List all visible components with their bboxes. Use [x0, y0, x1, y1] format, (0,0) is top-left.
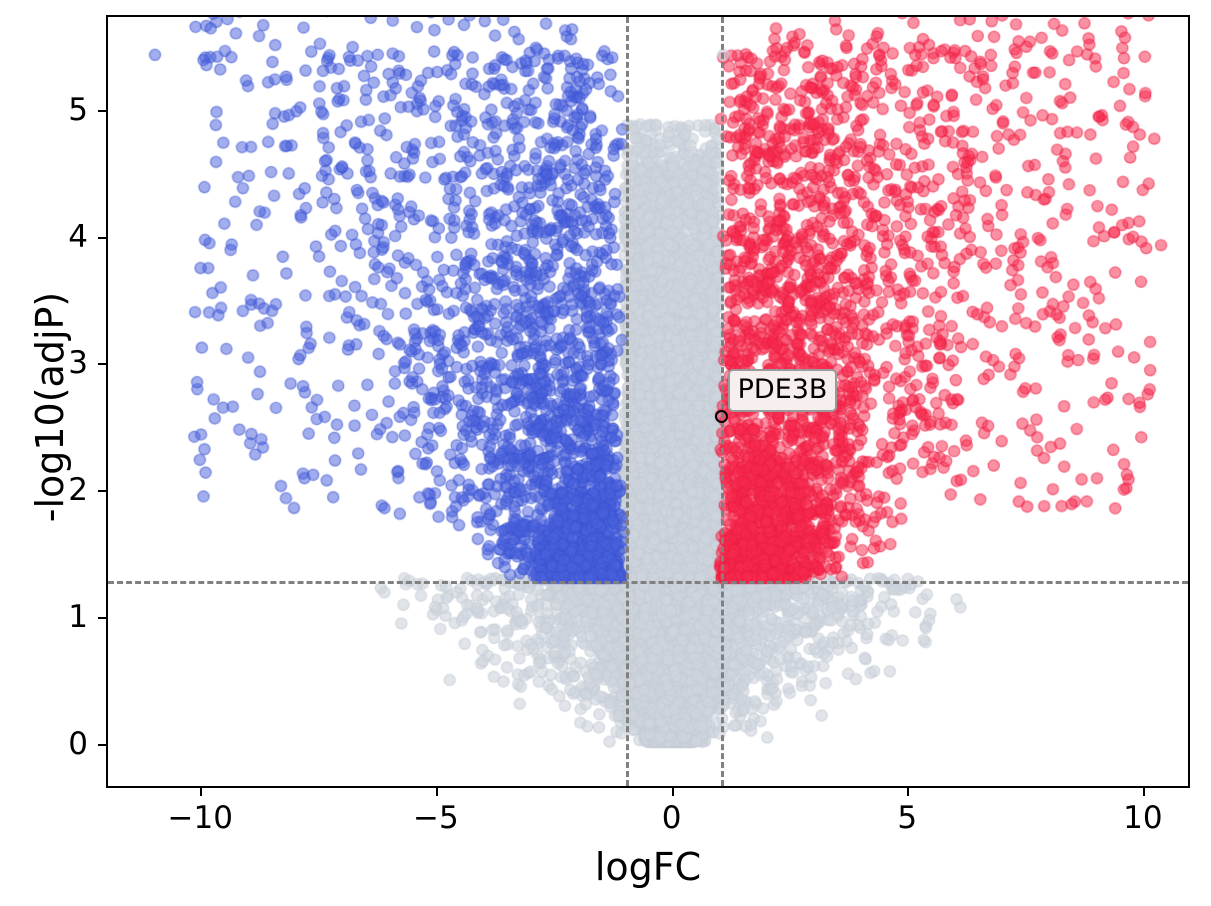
y-tick-label-2: 2 — [68, 472, 88, 509]
annotated-gene-label: PDE3B — [727, 369, 838, 413]
y-axis-ticks: 0 1 2 3 4 5 — [0, 0, 88, 906]
y-tick-2 — [98, 490, 106, 493]
y-tick-0 — [98, 743, 106, 746]
y-tick-4 — [98, 236, 106, 239]
y-tick-1 — [98, 616, 106, 619]
x-tick-label-0: −10 — [167, 800, 233, 836]
y-tick-3 — [98, 363, 106, 366]
x-tick-label-4: 10 — [1123, 800, 1163, 836]
y-tick-label-0: 0 — [68, 725, 88, 762]
y-tick-label-1: 1 — [68, 598, 88, 635]
annotated-gene-marker — [715, 409, 729, 423]
x-tick-0 — [200, 788, 203, 796]
y-tick-label-4: 4 — [68, 218, 88, 255]
x-axis-title: logFC — [594, 845, 702, 889]
threshold-line-adjp — [108, 580, 1188, 584]
x-tick-2 — [671, 788, 674, 796]
x-tick-4 — [1142, 788, 1145, 796]
y-tick-5 — [98, 110, 106, 113]
threshold-line-logfc-negative — [626, 17, 630, 786]
threshold-line-logfc-positive — [720, 17, 724, 786]
x-tick-3 — [907, 788, 910, 796]
y-axis-title: -log10(adjP) — [28, 291, 72, 523]
plot-area: PDE3B — [106, 15, 1190, 788]
y-tick-label-3: 3 — [68, 345, 88, 382]
x-tick-label-1: −5 — [413, 800, 459, 836]
x-tick-label-2: 0 — [661, 800, 682, 836]
scatter-points-canvas — [108, 17, 1188, 786]
x-tick-1 — [435, 788, 438, 796]
y-tick-label-5: 5 — [68, 92, 88, 129]
x-tick-label-3: 5 — [897, 800, 918, 836]
